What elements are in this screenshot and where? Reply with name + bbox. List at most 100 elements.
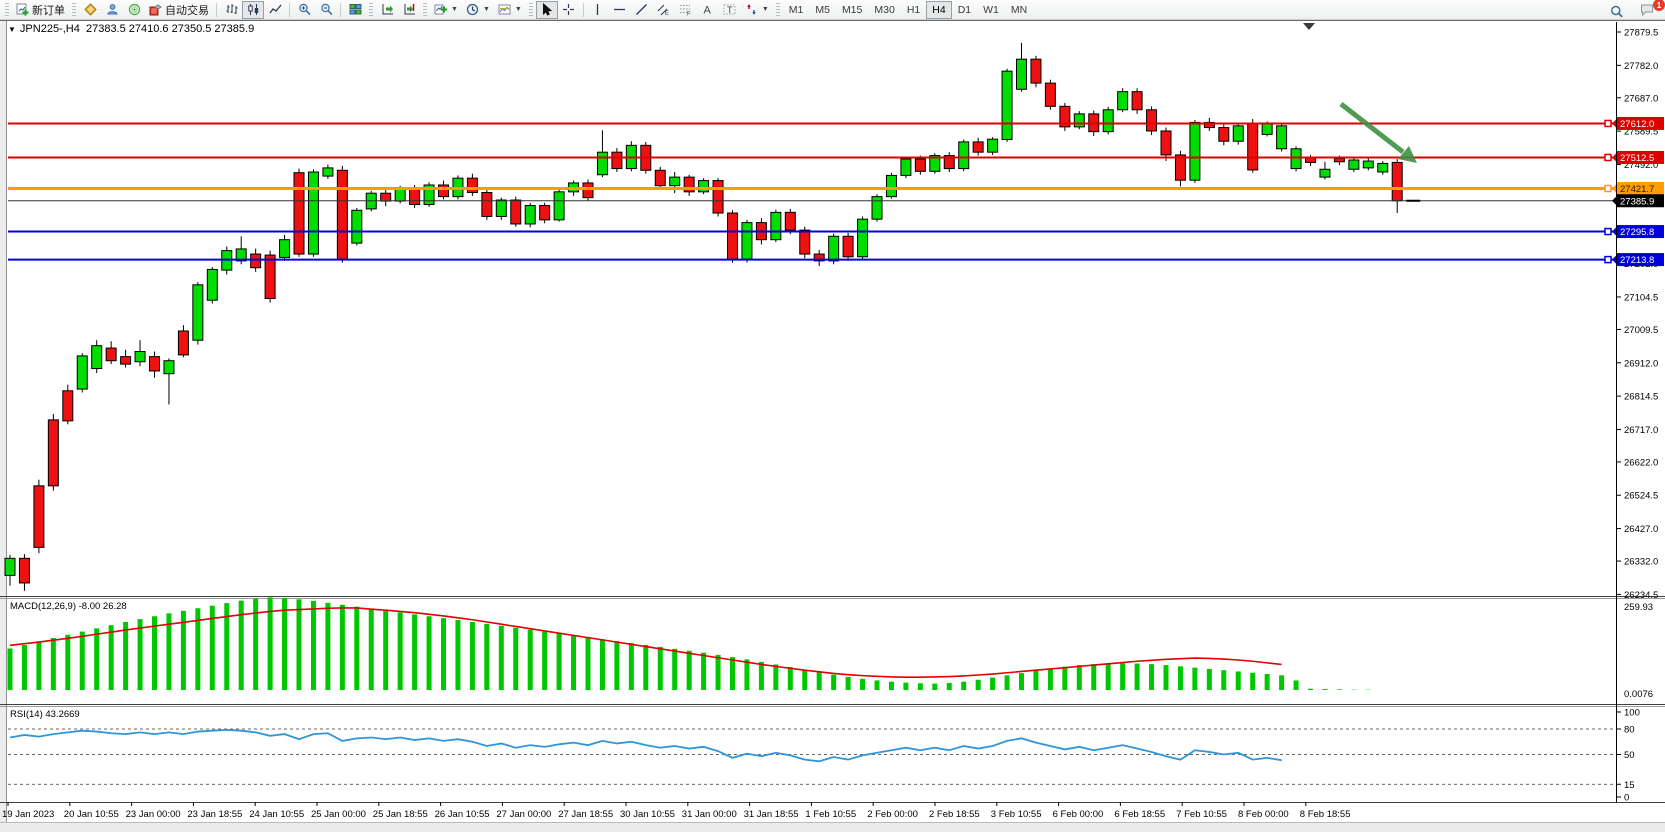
candlestick-chart-button[interactable] — [242, 0, 264, 19]
zoom-out-icon — [320, 3, 333, 16]
macd-histogram-bar — [903, 682, 909, 690]
candle-body — [1261, 122, 1273, 135]
macd-histogram-bar — [1076, 665, 1082, 690]
rsi-indicator-label: RSI(14) 43.2669 — [10, 709, 80, 720]
candle-body — [495, 199, 507, 217]
vertical-line-button[interactable] — [587, 1, 609, 19]
macd-histogram-bar — [1279, 675, 1285, 690]
timeframe-M15[interactable]: M15 — [836, 1, 868, 19]
timeframe-M1[interactable]: M1 — [783, 1, 810, 19]
metaeditor-button[interactable] — [79, 1, 101, 19]
macd-histogram-bar — [1221, 670, 1227, 690]
text-button[interactable]: A — [697, 1, 719, 19]
candle-body — [871, 196, 883, 220]
macd-histogram-bar — [701, 652, 707, 690]
new-order-button[interactable]: 新订单 — [12, 1, 69, 19]
zoom-in-button[interactable] — [293, 1, 315, 19]
macd-signal-line — [9, 607, 1282, 679]
timeframe-W1[interactable]: W1 — [977, 1, 1005, 19]
trend-arrow-annotation[interactable] — [1339, 102, 1417, 163]
candle-body — [1348, 159, 1360, 170]
dropdown-arrow-icon: ▼ — [451, 6, 458, 13]
candle-body — [1247, 122, 1259, 171]
timeframe-H4[interactable]: H4 — [926, 0, 952, 19]
svg-text:27512.5: 27512.5 — [1620, 153, 1654, 164]
dropdown-arrow-icon: ▼ — [761, 6, 769, 13]
macd-histogram-bar — [513, 627, 519, 690]
autotrade-button[interactable]: 自动交易 — [145, 1, 213, 19]
candle-body — [654, 169, 666, 187]
chart-shift-marker[interactable] — [1303, 23, 1315, 30]
cursor-button[interactable] — [535, 0, 558, 19]
chat-button[interactable] — [1636, 1, 1659, 19]
macd-histogram-bar — [1047, 668, 1053, 690]
horizontal-line-button[interactable] — [609, 1, 631, 19]
crosshair-button[interactable] — [558, 1, 580, 19]
macd-histogram-bar — [180, 610, 186, 690]
tile-windows-button[interactable] — [344, 1, 366, 19]
text-label-button[interactable]: T — [719, 1, 741, 19]
toolbar-grip[interactable] — [5, 2, 9, 17]
candle-body — [799, 229, 811, 255]
search-button[interactable] — [1606, 3, 1628, 21]
toolbar-grip[interactable] — [423, 2, 427, 17]
zoom-out-button[interactable] — [315, 1, 337, 19]
macd-histogram-bar — [426, 616, 432, 690]
autotrade-icon — [149, 4, 162, 16]
svg-text:27879.5: 27879.5 — [1624, 28, 1658, 39]
candle-body — [1203, 121, 1215, 129]
toolbar-grip[interactable] — [528, 2, 533, 17]
trendline-button[interactable] — [631, 1, 653, 19]
fibonacci-button[interactable]: F — [675, 1, 697, 19]
dropdown-arrow-icon: ▼ — [514, 6, 522, 13]
hline-27213.8[interactable] — [8, 255, 1616, 264]
timeframe-H1[interactable]: H1 — [901, 1, 926, 19]
macd-histogram-bar — [1062, 666, 1068, 690]
candle-body — [1377, 162, 1389, 173]
svg-text:26717.0: 26717.0 — [1624, 425, 1658, 436]
indicators-button[interactable]: ▼ — [430, 1, 462, 19]
profile-button[interactable] — [101, 1, 123, 19]
timeframe-D1[interactable]: D1 — [952, 1, 977, 19]
macd-histogram-bar — [686, 650, 692, 690]
macd-histogram-bar — [484, 623, 490, 690]
macd-histogram-bar — [975, 679, 981, 690]
toolbar-grip[interactable] — [72, 2, 76, 17]
periods-button[interactable]: ▼ — [462, 1, 494, 19]
bar-chart-button[interactable] — [220, 1, 242, 19]
line-chart-button[interactable] — [264, 1, 286, 19]
signals-button[interactable] — [123, 1, 145, 19]
candle-body — [1319, 168, 1331, 178]
auto-scroll-button[interactable] — [376, 1, 398, 19]
svg-text:50: 50 — [1624, 750, 1635, 761]
svg-text:31 Jan 18:55: 31 Jan 18:55 — [744, 809, 799, 820]
notification-badge[interactable]: 1 — [1653, 0, 1665, 11]
svg-text:A: A — [704, 5, 712, 17]
macd-histogram-bar — [1322, 689, 1328, 690]
hline-27612.0[interactable] — [8, 119, 1616, 128]
hline-27512.5[interactable] — [8, 153, 1616, 162]
auto-scroll-icon — [382, 4, 393, 15]
timeframe-M30[interactable]: M30 — [868, 1, 900, 19]
candle-body — [885, 174, 897, 198]
hline-27295.8[interactable] — [8, 227, 1616, 236]
metaeditor-icon — [83, 3, 97, 16]
zoom-in-icon — [298, 3, 311, 16]
timeframe-M5[interactable]: M5 — [809, 1, 836, 19]
candle-body — [900, 158, 912, 176]
hline-27421.7[interactable] — [8, 184, 1616, 193]
line-chart-icon — [268, 4, 281, 14]
autotrade-label: 自动交易 — [165, 4, 209, 17]
timeframe-MN[interactable]: MN — [1005, 1, 1033, 19]
templates-button[interactable]: ▼ — [494, 1, 526, 19]
arrows-button[interactable]: ▼ — [741, 1, 773, 19]
toolbar-grip[interactable] — [369, 2, 373, 17]
macd-histogram-bar — [108, 625, 114, 690]
equidistant-channel-button[interactable]: E — [653, 1, 675, 19]
chart-shift-button[interactable] — [398, 1, 420, 19]
candle-body — [134, 350, 146, 363]
chart-dropdown-icon[interactable]: ▼ — [8, 25, 16, 34]
toolbar-grip[interactable] — [775, 2, 780, 17]
svg-text:27492.0: 27492.0 — [1624, 160, 1658, 171]
